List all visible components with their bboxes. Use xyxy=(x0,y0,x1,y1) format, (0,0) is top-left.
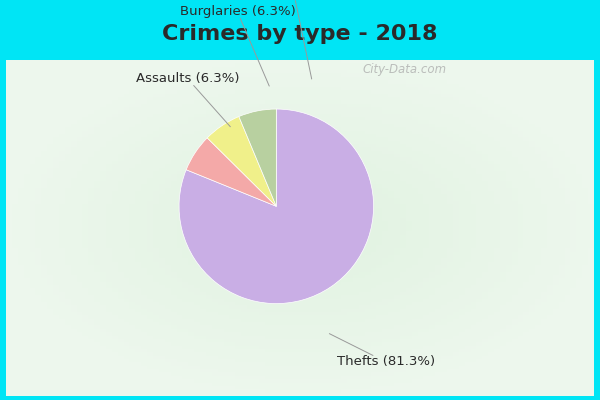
Wedge shape xyxy=(239,109,277,206)
Text: Assaults (6.3%): Assaults (6.3%) xyxy=(136,72,239,127)
Wedge shape xyxy=(186,138,277,206)
Wedge shape xyxy=(207,116,277,206)
Text: Auto thefts (6.3%): Auto thefts (6.3%) xyxy=(233,0,355,79)
Text: Burglaries (6.3%): Burglaries (6.3%) xyxy=(179,5,295,86)
Text: Crimes by type - 2018: Crimes by type - 2018 xyxy=(162,24,438,44)
Wedge shape xyxy=(179,109,374,304)
Text: Thefts (81.3%): Thefts (81.3%) xyxy=(329,334,435,368)
Text: City-Data.com: City-Data.com xyxy=(362,63,447,76)
